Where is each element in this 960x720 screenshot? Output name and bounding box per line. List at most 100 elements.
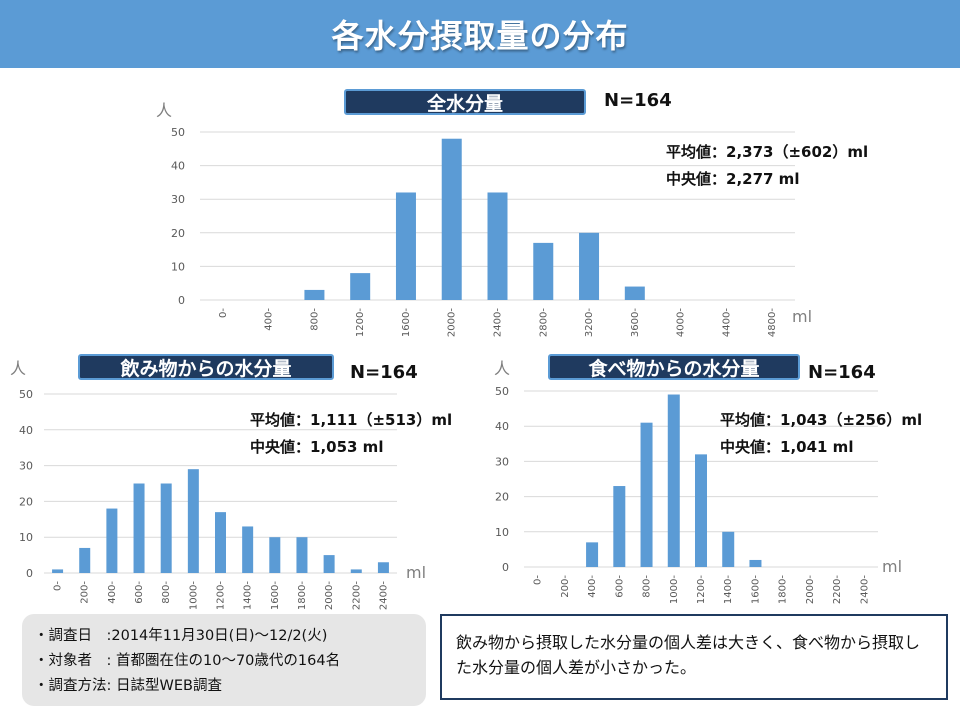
bar (106, 508, 118, 573)
x-tick-label: 2200- (351, 581, 362, 610)
mean-label: 平均値： (720, 411, 781, 429)
x-tick-label: 3200- (584, 308, 595, 337)
header-bar: 各水分摂取量の分布 (0, 0, 960, 68)
x-tick-label: 1800- (297, 581, 308, 610)
bar (749, 559, 762, 567)
total-chart-stats: 平均値：2,373（±602）ml 中央値：2,277 ml (666, 139, 868, 193)
food-chart-n: N=164 (808, 362, 876, 383)
bar (586, 542, 599, 567)
bar (624, 286, 645, 300)
x-tick-label: 4400- (721, 308, 732, 337)
y-tick-label: 20 (495, 491, 509, 504)
drink-chart-n: N=164 (350, 362, 418, 383)
x-tick-label: 1600- (270, 581, 281, 610)
y-tick-label: 30 (19, 460, 33, 473)
page-title: 各水分摂取量の分布 (331, 17, 629, 55)
bar (350, 569, 362, 573)
x-tick-label: 2800- (538, 308, 549, 337)
bar (395, 192, 416, 300)
x-tick-label: 800- (642, 575, 653, 598)
y-tick-label: 10 (495, 526, 509, 539)
y-axis-label: 人 (494, 359, 510, 378)
median-value: 1,053 ml (310, 438, 384, 456)
y-axis-label: 人 (10, 359, 26, 378)
bar (350, 273, 371, 300)
bar (533, 242, 554, 300)
mean-value: 1,111（±513）ml (310, 411, 453, 429)
mean-label: 平均値： (250, 411, 311, 429)
bar (640, 422, 653, 567)
y-tick-label: 30 (171, 193, 185, 206)
conclusion-text: 飲み物から摂取した水分量の個人差は大きく、食べ物から摂取した水分量の個人差が小さ… (456, 633, 921, 677)
x-tick-label: 1200- (696, 575, 707, 604)
survey-method: ・調査方法: 日誌型WEB調査 (34, 678, 222, 694)
x-tick-label: 1400- (723, 575, 734, 604)
x-tick-label: 600- (134, 581, 145, 604)
x-tick-label: 1200- (216, 581, 227, 610)
drink-water-chart: 0 10 20 30 40 50 0- 200- 400- 600- 800- 1000- 1200- 1… (10, 359, 426, 610)
x-tick-label: 1000- (669, 575, 680, 604)
bar (52, 569, 64, 573)
x-tick-label: 600- (614, 575, 625, 598)
x-tick-label: 4000- (676, 308, 687, 337)
bar (160, 483, 172, 573)
y-tick-label: 50 (495, 385, 509, 398)
x-tick-label: 400- (264, 308, 275, 331)
y-tick-label: 40 (171, 160, 185, 173)
bar (722, 531, 735, 567)
median-label: 中央値： (720, 438, 781, 456)
x-tick-label: 1200- (355, 308, 366, 337)
food-chart-label: 食べ物からの水分量 (548, 354, 800, 380)
bar (667, 394, 680, 567)
x-tick-label: 3600- (630, 308, 641, 337)
bar (242, 526, 254, 573)
y-tick-label: 0 (178, 294, 185, 307)
survey-subjects: ・対象者 : 首都圏在住の10〜70歳代の164名 (34, 653, 341, 669)
x-tick-label: 1600- (750, 575, 761, 604)
x-tick-label: 800- (161, 581, 172, 604)
x-tick-label: 200- (80, 581, 91, 604)
y-tick-label: 50 (171, 126, 185, 139)
x-tick-label: 1600- (401, 308, 412, 337)
y-tick-label: 50 (19, 388, 33, 401)
x-tick-label: 0- (218, 308, 229, 318)
y-tick-label: 0 (502, 561, 509, 574)
x-axis-label: ml (406, 563, 426, 582)
x-tick-label: 1000- (188, 581, 199, 610)
total-chart-n: N=164 (604, 90, 672, 111)
x-tick-label: 1400- (243, 581, 254, 610)
x-tick-label: 400- (107, 581, 118, 604)
mean-value: 2,373（±602）ml (726, 143, 869, 161)
median-value: 1,041 ml (780, 438, 854, 456)
bar (269, 537, 281, 573)
bar (441, 138, 462, 300)
mean-value: 1,043（±256）ml (780, 411, 923, 429)
x-tick-label: 200- (560, 575, 571, 598)
x-tick-label: 1800- (778, 575, 789, 604)
bar (579, 232, 600, 300)
bar (215, 512, 226, 573)
x-tick-label: 2200- (832, 575, 843, 604)
mean-label: 平均値： (666, 143, 727, 161)
y-axis-label: 人 (156, 101, 172, 120)
y-tick-label: 20 (171, 227, 185, 240)
y-tick-label: 40 (495, 420, 509, 433)
bar (296, 537, 308, 573)
conclusion-box: 飲み物から摂取した水分量の個人差は大きく、食べ物から摂取した水分量の個人差が小さ… (440, 614, 948, 700)
x-tick-label: 2400- (859, 575, 870, 604)
x-tick-label: 4800- (767, 308, 778, 337)
y-tick-label: 30 (495, 455, 509, 468)
bar (613, 486, 626, 567)
total-water-chart: 0 10 20 30 40 50 0- 400- 800- 1200- 1600- 2000- 2400… (156, 101, 812, 337)
x-tick-label: 400- (587, 575, 598, 598)
bar (487, 192, 508, 300)
x-axis-label: ml (882, 557, 902, 576)
x-tick-label: 2000- (447, 308, 458, 337)
survey-date: ・調査日 :2014年11月30日(日)〜12/2(火) (34, 628, 328, 644)
median-label: 中央値： (666, 170, 727, 188)
survey-info-box: ・調査日 :2014年11月30日(日)〜12/2(火) ・対象者 : 首都圏在… (22, 614, 426, 706)
bar (695, 454, 707, 567)
food-water-chart: 0 10 20 30 40 50 0- 200- 400- 600- 800- 1000- 1200- 1… (494, 359, 902, 604)
food-chart-stats: 平均値：1,043（±256）ml 中央値：1,041 ml (720, 407, 922, 461)
x-tick-label: 800- (309, 308, 320, 331)
